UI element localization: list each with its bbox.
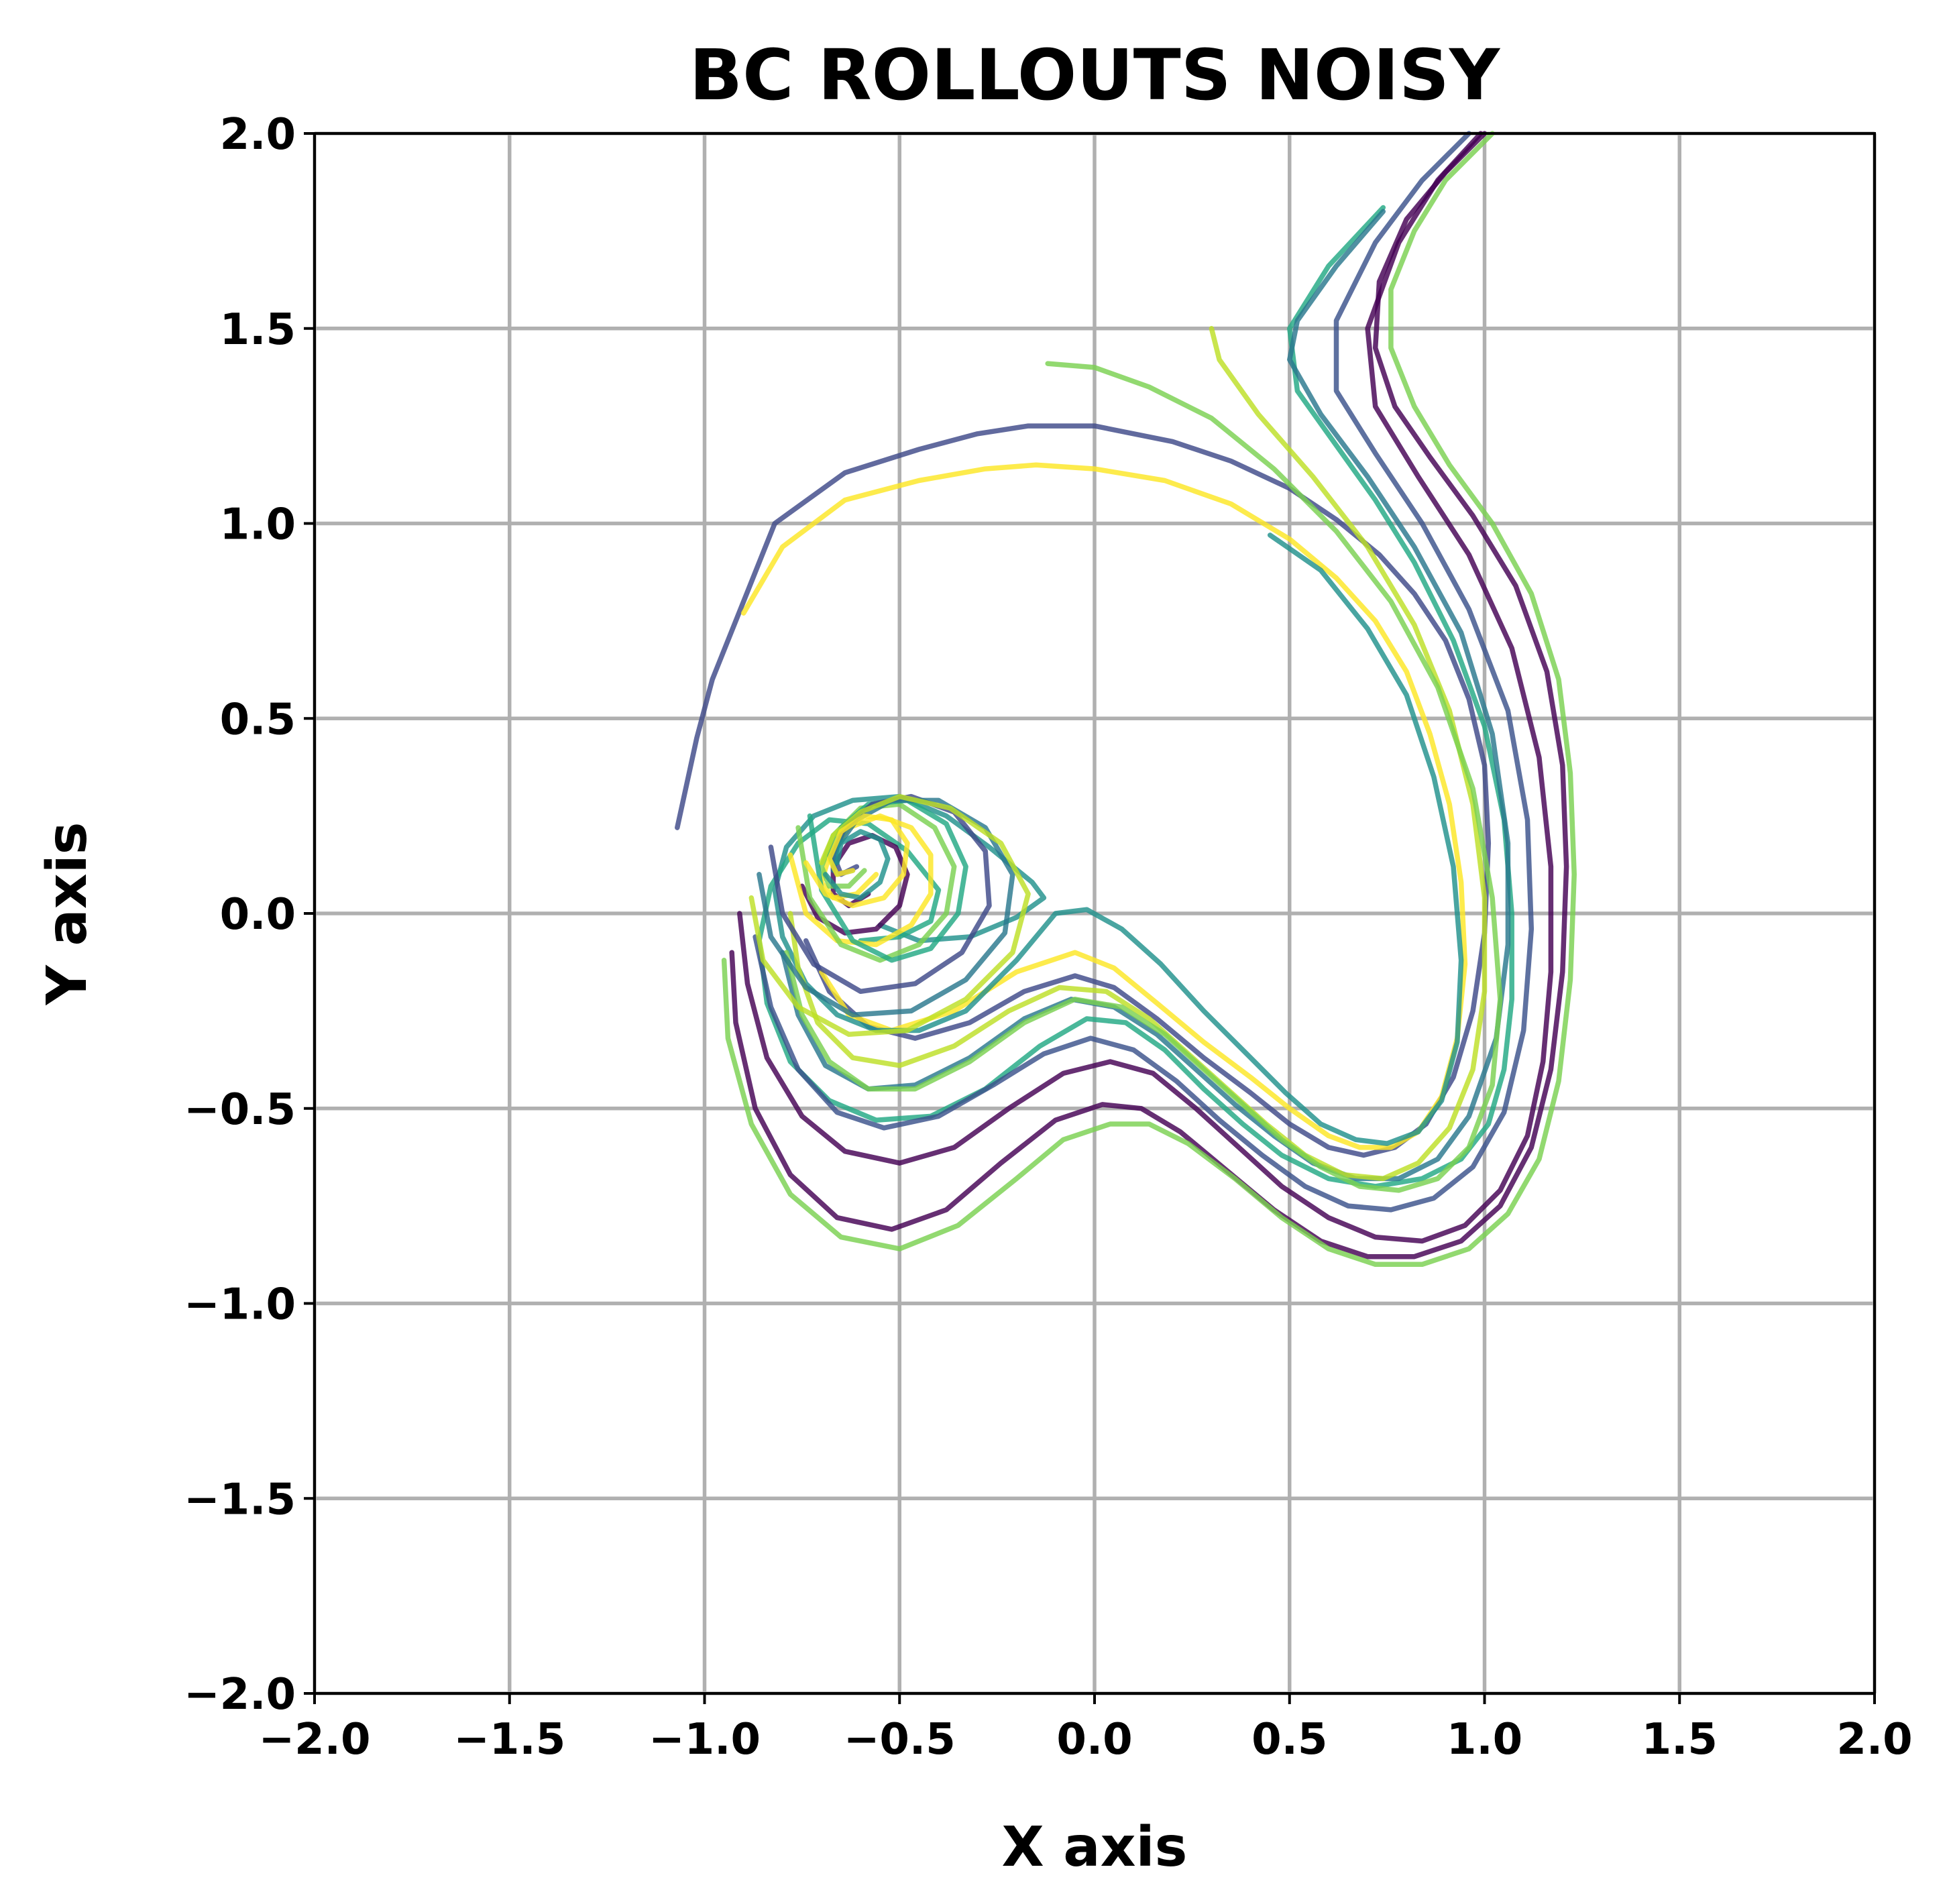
- x-tick-label: 0.0: [1056, 1715, 1132, 1765]
- trajectory-line-20: [803, 813, 910, 909]
- trajectory-line-11: [783, 361, 1503, 1193]
- chart-title: BC ROLLOUTS NOISY: [689, 34, 1501, 116]
- trajectory-line-10: [787, 326, 1488, 1182]
- y-tick-label: −1.5: [184, 1475, 296, 1524]
- ticks: −2.0 −1.5 −1.0 −0.5 0.0 0.5 1.0 1.5 2.0 −2.0 −1.5 −…: [184, 110, 1913, 1765]
- trajectory-line-18: [748, 793, 1031, 1038]
- trajectory-line-13: [787, 813, 934, 948]
- y-tick-label: −2.0: [184, 1670, 296, 1720]
- y-tick-label: 2.0: [220, 110, 296, 160]
- y-tick-label: 0.0: [220, 890, 296, 940]
- x-tick-label: 0.5: [1251, 1715, 1327, 1765]
- x-tick-label: −0.5: [844, 1715, 956, 1765]
- trajectory-line-1: [675, 423, 1492, 1158]
- trajectory-line-6: [721, 131, 1577, 1268]
- y-tick-label: 1.0: [220, 500, 296, 550]
- trajectory-line-19: [823, 829, 891, 901]
- trajectory-line-5: [729, 131, 1569, 1259]
- y-tick-label: 1.5: [220, 305, 296, 355]
- x-tick-label: −2.0: [259, 1715, 371, 1765]
- trajectory-line-8: [752, 131, 1535, 1213]
- trajectory-line-2: [740, 462, 1468, 1150]
- x-tick-label: 1.0: [1447, 1715, 1522, 1765]
- x-axis-label: X axis: [1002, 1815, 1188, 1879]
- x-tick-label: −1.5: [453, 1715, 565, 1765]
- trajectory-line-7: [737, 131, 1554, 1244]
- y-tick-label: −1.0: [184, 1280, 296, 1330]
- y-tick-label: −0.5: [184, 1085, 296, 1135]
- y-axis-label: Y axis: [36, 822, 99, 1005]
- trajectory-line-4: [757, 205, 1514, 1189]
- y-tick-label: 0.5: [220, 695, 296, 744]
- x-tick-label: 1.5: [1642, 1715, 1718, 1765]
- x-tick-label: −1.0: [649, 1715, 761, 1765]
- series-group: [675, 131, 1577, 1268]
- x-tick-label: 2.0: [1836, 1715, 1912, 1765]
